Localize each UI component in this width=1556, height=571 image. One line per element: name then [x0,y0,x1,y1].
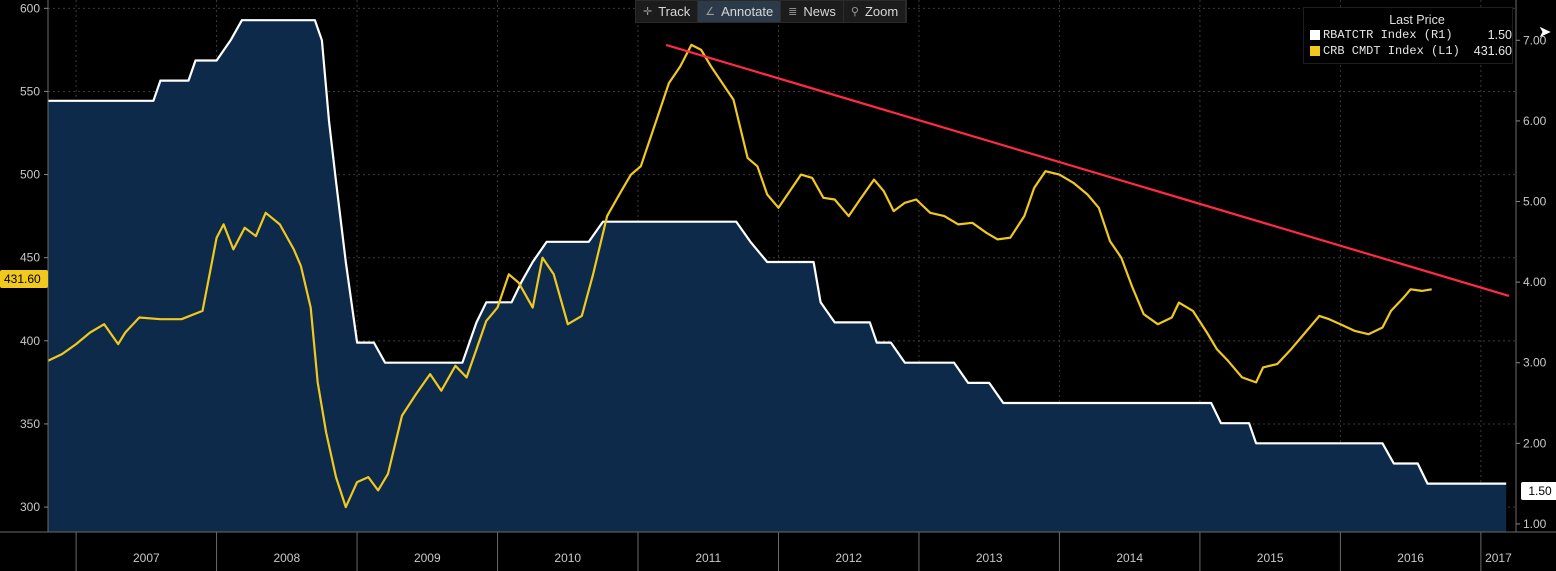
right-tick-label: 3.00 [1523,356,1547,370]
pencil-icon: ∠ [705,6,716,18]
legend-row-crb[interactable]: CRB CMDT Index (L1) 431.60 [1310,43,1512,59]
zoom-button[interactable]: ⚲ Zoom [844,1,907,22]
legend-series-value: 431.60 [1473,44,1512,58]
left-tick-label: 350 [20,417,40,431]
legend-series-value: 1.50 [1487,28,1512,42]
track-label: Track [658,4,691,19]
legend-series-name: RBATCTR Index (R1) [1322,28,1453,42]
x-tick-label: 2013 [976,551,1003,565]
chart-toolbar: ✛ Track ∠ Annotate ≣ News ⚲ Zoom [635,0,908,23]
left-tick-label: 450 [20,251,40,265]
lines-layer [47,19,1510,509]
x-tick-label: 2015 [1257,551,1284,565]
right-tick-label: 1.00 [1523,517,1547,531]
x-tick-label: 2014 [1116,551,1143,565]
right-tick-label: 4.00 [1523,275,1547,289]
left-tick-label: 300 [20,500,40,514]
series-line-rbatctr [48,19,1507,485]
track-button[interactable]: ✛ Track [636,1,699,22]
left-tick-label: 500 [20,168,40,182]
legend-swatch-yellow [1310,46,1320,56]
trendline [665,43,1510,297]
list-icon: ≣ [788,6,798,18]
x-tick-label: 2008 [273,551,300,565]
series-line-crb [47,43,1432,509]
x-tick-label: 2007 [133,551,160,565]
annotate-label: Annotate [721,4,774,19]
right-tick-label: 5.00 [1523,195,1547,209]
legend-series-name: CRB CMDT Index (L1) [1322,44,1460,58]
right-tick-label: 6.00 [1523,114,1547,128]
right-tick-label: 7.00 [1523,33,1547,47]
legend-title: Last Price [1389,13,1445,27]
legend-swatch-white [1310,30,1320,40]
x-tick-label: 2011 [695,551,721,565]
magnifier-icon: ⚲ [850,6,859,18]
left-tick-label: 550 [20,84,40,98]
x-tick-label: 2009 [414,551,441,565]
legend: Last Price RBATCTR Index (R1) 1.50 CRB C… [1303,7,1513,64]
annotate-button[interactable]: ∠ Annotate [698,1,782,22]
crosshair-icon: ✛ [643,6,653,18]
left-tick-label: 600 [20,1,40,15]
x-tick-label: 2012 [835,551,862,565]
right-last-price-tag: 1.50 [1521,482,1556,500]
x-tick-label: 2010 [554,551,581,565]
right-tick-label: 2.00 [1523,436,1547,450]
zoom-label: Zoom [864,4,899,19]
x-tick-label: 2017 [1485,551,1512,565]
news-button[interactable]: ≣ News [781,1,844,22]
legend-row-rbatctr[interactable]: RBATCTR Index (R1) 1.50 [1310,27,1512,43]
mouse-cursor-icon: ➤ [1538,24,1552,41]
left-tick-label: 400 [20,334,40,348]
left-last-price-tag: 431.60 [0,270,48,288]
x-tick-label: 2016 [1397,551,1424,565]
news-label: News [803,4,836,19]
